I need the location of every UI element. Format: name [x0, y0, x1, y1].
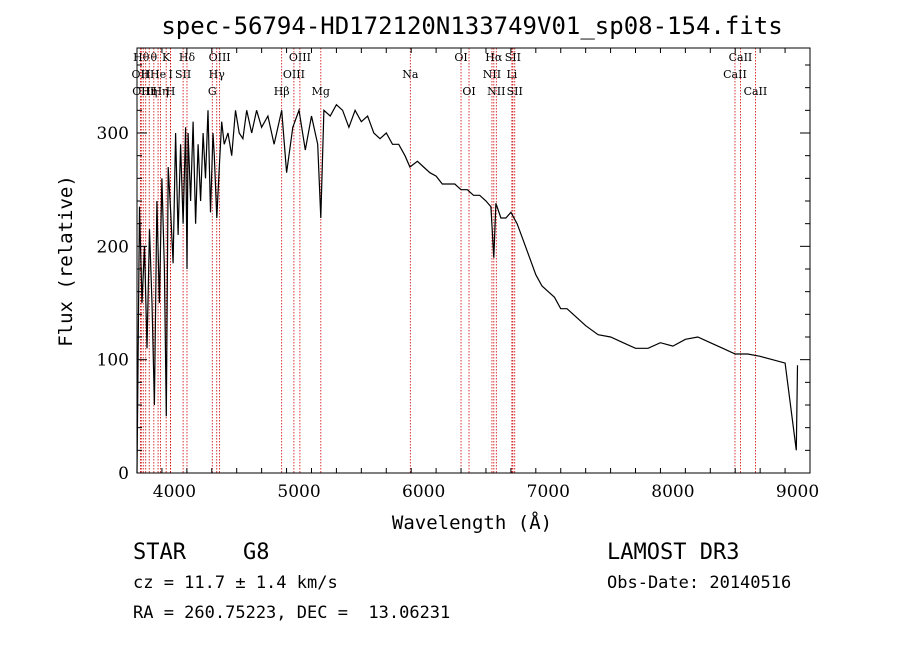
line-label-31: CaII: [744, 85, 768, 98]
x-tick-label: 8000: [651, 482, 694, 502]
y-tick-label: 200: [97, 237, 129, 257]
axis-ticks: [136, 48, 811, 474]
line-label-20: Na: [402, 68, 419, 81]
spectral-line-markers: [139, 48, 756, 473]
line-label-23: NII: [483, 68, 501, 81]
line-label-5: θ: [151, 51, 158, 64]
line-label-9: H: [166, 85, 176, 98]
line-label-28: SII: [507, 85, 523, 98]
line-label-6: He: [150, 68, 166, 81]
line-label-17: OIII: [283, 68, 305, 81]
x-tick-label: 9000: [776, 482, 819, 502]
line-label-1: Hθ: [133, 51, 150, 64]
line-label-21: OI: [454, 51, 467, 64]
y-tick-label: 0: [118, 464, 129, 484]
x-tick-label: 7000: [527, 482, 570, 502]
redshift-label: cz = 11.7 ± 1.4 km/s: [133, 573, 338, 593]
line-label-26: Li: [506, 68, 517, 81]
coordinates-label: RA = 260.75223, DEC = 13.06231: [133, 603, 451, 623]
line-label-16: Hβ: [274, 85, 290, 98]
object-subclass: G8: [243, 540, 270, 565]
x-axis-label: Wavelength (Å): [392, 511, 552, 534]
x-tick-label: 4000: [153, 482, 196, 502]
line-label-11: SII: [175, 68, 191, 81]
line-label-4: Hη: [141, 85, 157, 98]
x-tick-label: 6000: [402, 482, 445, 502]
line-label-19: Mg: [312, 85, 330, 98]
line-label-24: Hα: [485, 51, 503, 64]
object-class: STAR: [133, 540, 186, 565]
line-label-12: Hδ: [179, 51, 196, 64]
line-label-22: OI: [462, 85, 475, 98]
line-label-30: CaII: [729, 51, 753, 64]
line-label-15: OIII: [209, 51, 231, 64]
line-label-18: OIII: [289, 51, 311, 64]
line-label-14: Hγ: [209, 68, 226, 81]
line-label-2: OIII: [132, 85, 154, 98]
plot-frame: [136, 47, 811, 474]
line-label-10: I: [168, 68, 172, 81]
spectrum-series-line: [136, 103, 799, 474]
chart-title: spec-56794-HD172120N133749V01_sp08-154.f…: [161, 12, 782, 40]
line-label-7: Hη: [152, 85, 168, 98]
survey-label: LAMOST DR3: [607, 540, 740, 565]
line-label-27: SII: [505, 51, 521, 64]
x-tick-label: 5000: [277, 482, 320, 502]
y-tick-label: 100: [97, 351, 129, 371]
line-label-25: NII: [487, 85, 505, 98]
y-axis-label: Flux (relative): [55, 175, 77, 347]
line-label-3: H: [141, 68, 151, 81]
line-label-8: K: [162, 51, 171, 64]
line-label-13: G: [208, 85, 217, 98]
axis-tick-labels: 4000 5000 6000 7000 8000 9000 0 100 200 300: [97, 124, 820, 502]
line-label-29: CaII: [723, 68, 747, 81]
obs-date-label: Obs-Date: 20140516: [607, 573, 792, 593]
y-tick-label: 300: [97, 124, 129, 144]
line-label-0: OII: [132, 68, 150, 81]
